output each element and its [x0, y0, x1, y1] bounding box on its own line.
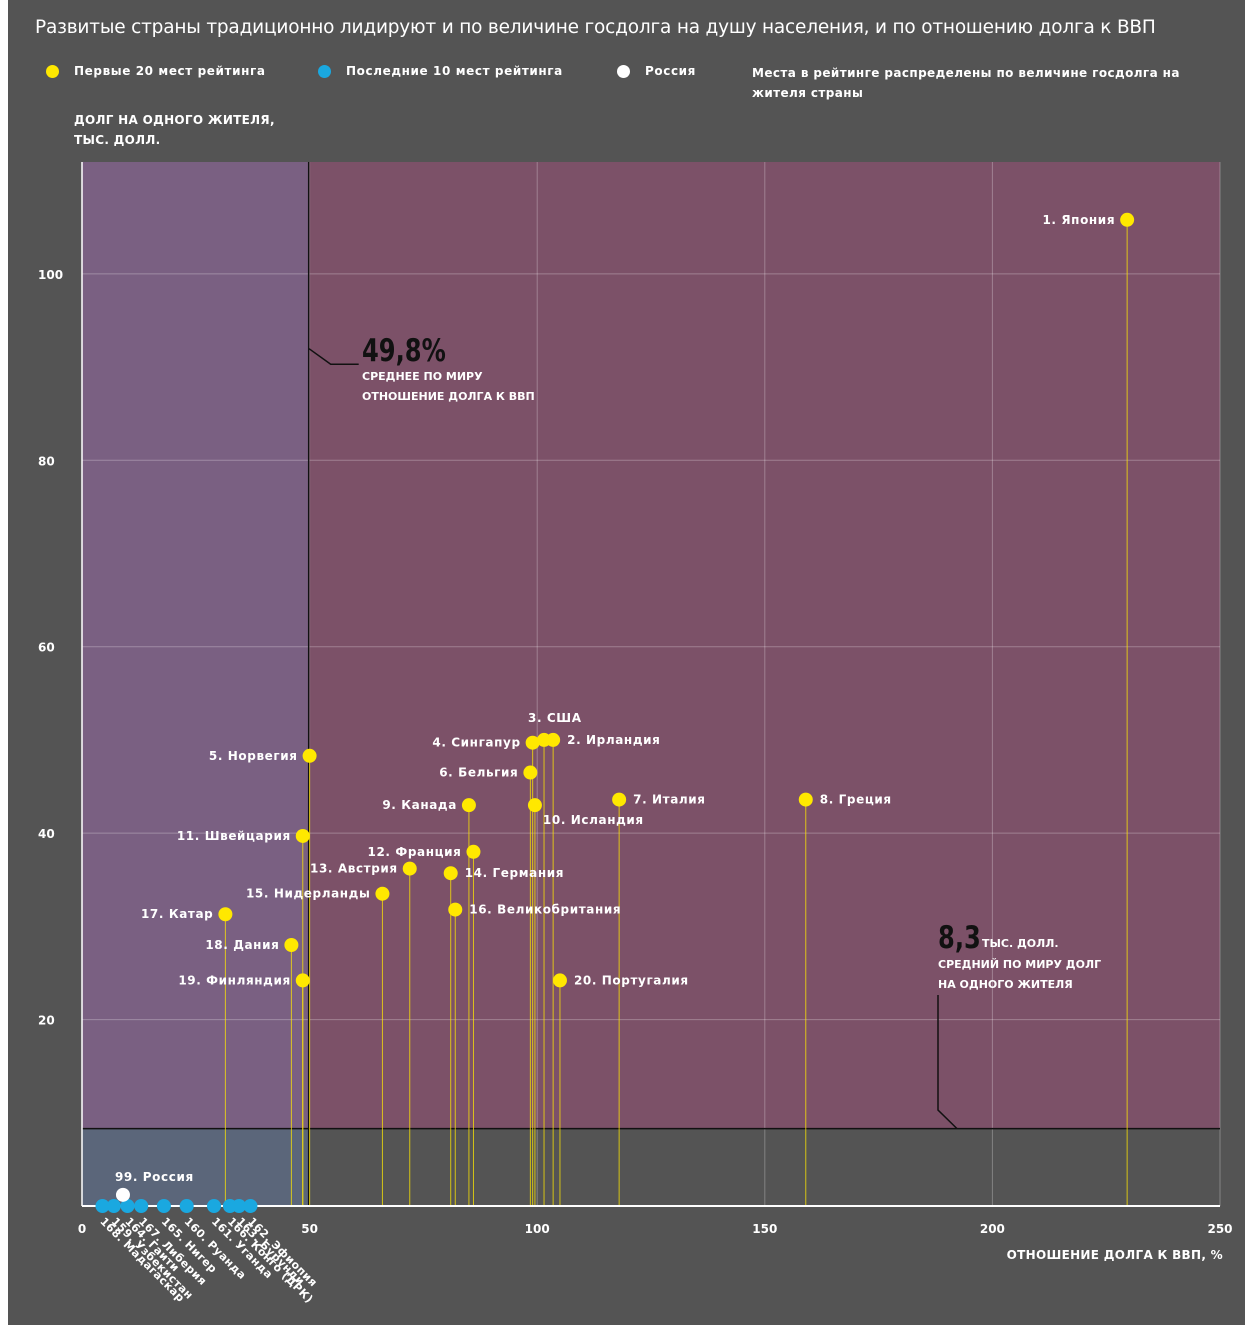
- point-Швейцария: [295, 828, 310, 843]
- point-Япония: [1120, 212, 1135, 227]
- x-tick-label: 50: [301, 1222, 318, 1236]
- point-Сингапур: [525, 735, 540, 750]
- point-label: 11. Швейцария: [177, 829, 291, 843]
- y-tick-label: 100: [38, 268, 63, 282]
- point-label: 19. Финляндия: [178, 973, 290, 987]
- reference-labels: 49,8% СРЕДНЕЕ ПО МИРУ ОТНОШЕНИЕ ДОЛГА К …: [362, 332, 1101, 991]
- x-tick-label: 100: [525, 1222, 550, 1236]
- point-label: 15. Нидерланды: [246, 887, 370, 901]
- point-Бурунди: [232, 1199, 247, 1213]
- point-label: 17. Катар: [141, 907, 213, 921]
- point-Греция: [798, 792, 813, 807]
- legend-note: Места в рейтинге распределены по величин…: [752, 66, 1180, 100]
- point-Бельгия: [523, 765, 538, 780]
- point-Дания: [284, 938, 299, 952]
- point-label: 20. Португалия: [574, 973, 689, 987]
- legend-top20-marker: [46, 65, 59, 78]
- avg-ratio-value: 49,8%: [362, 332, 446, 369]
- point-Исландия: [527, 798, 542, 813]
- y-tick-label: 60: [38, 641, 55, 655]
- point-Либерия: [134, 1199, 149, 1213]
- y-tick-label: 80: [38, 454, 55, 468]
- avg-ratio-text-2: ОТНОШЕНИЕ ДОЛГА К ВВП: [362, 390, 535, 403]
- avg-per-capita-value: 8,3: [938, 919, 981, 956]
- point-Норвегия: [302, 748, 317, 763]
- point-Португалия: [552, 973, 567, 988]
- point-label: 18. Дания: [205, 938, 279, 952]
- legend-russia-marker: [617, 65, 630, 78]
- reference-lines: [82, 162, 1220, 1206]
- point-Франция: [466, 844, 481, 859]
- point-label: 12. Франция: [368, 845, 462, 859]
- point-Великобритания: [448, 902, 463, 917]
- point-Катар: [218, 907, 233, 922]
- point-Уганда: [207, 1199, 222, 1213]
- point-Австрия: [402, 861, 417, 876]
- point-США: [537, 732, 552, 747]
- point-Руанда: [179, 1199, 194, 1213]
- point-label: 8. Греция: [820, 793, 892, 807]
- point-label: 10. Исландия: [543, 813, 644, 827]
- chart-title: Развитые страны традиционно лидируют и п…: [35, 17, 1156, 38]
- point-label: 3. США: [528, 711, 582, 725]
- y-tick-label: 20: [38, 1014, 55, 1028]
- legend-top20-label: Первые 20 мест рейтинга: [74, 64, 266, 78]
- point-label: 14. Германия: [465, 866, 564, 880]
- point-Нидерланды: [375, 886, 390, 901]
- point-Россия: [115, 1187, 130, 1202]
- x-tick-label: 0: [78, 1222, 86, 1236]
- avg-ratio-leader: [308, 347, 359, 366]
- x-axis-title: ОТНОШЕНИЕ ДОЛГА К ВВП, %: [1006, 1248, 1223, 1262]
- y-tick-label: 40: [38, 827, 55, 841]
- avg-ratio-text-1: СРЕДНЕЕ ПО МИРУ: [362, 370, 483, 383]
- avg-per-capita-unit: ТЫС. ДОЛЛ.: [982, 937, 1059, 950]
- point-label: 4. Сингапур: [432, 736, 520, 750]
- legend-russia-label: Россия: [645, 64, 696, 78]
- point-Италия: [612, 792, 627, 807]
- point-label: 16. Великобритания: [469, 903, 621, 917]
- avg-per-capita-leader: [937, 995, 958, 1130]
- legend-bottom10-marker: [318, 65, 331, 78]
- point-label: 2. Ирландия: [567, 733, 660, 747]
- point-label: 7. Италия: [633, 793, 705, 807]
- point-label: 9. Канада: [382, 798, 457, 812]
- point-Нигер: [156, 1199, 171, 1213]
- x-tick-label: 200: [980, 1222, 1005, 1236]
- region-below-avg-ratio: [82, 162, 309, 1129]
- avg-per-capita-text-1: СРЕДНИЙ ПО МИРУ ДОЛГ: [938, 958, 1101, 971]
- point-Гаити: [120, 1199, 135, 1213]
- avg-per-capita-text-2: НА ОДНОГО ЖИТЕЛЯ: [938, 978, 1073, 991]
- point-label: 1. Япония: [1042, 213, 1115, 227]
- point-Узбекистан: [106, 1199, 121, 1213]
- data-points: [95, 212, 1135, 1213]
- point-label: 5. Норвегия: [209, 749, 298, 763]
- x-tick-label: 250: [1207, 1222, 1232, 1236]
- point-Канада: [461, 798, 476, 813]
- point-Мадагаскар: [95, 1199, 110, 1213]
- point-label: 6. Бельгия: [439, 766, 518, 780]
- point-Эфиопия: [243, 1199, 258, 1213]
- x-tick-label: 150: [752, 1222, 777, 1236]
- point-label: 13. Австрия: [310, 862, 398, 876]
- y-axis-title: ДОЛГ НА ОДНОГО ЖИТЕЛЯ, ТЫС. ДОЛЛ.: [74, 113, 275, 147]
- axes: 20 40 60 80 100 0 50 100 150 200 250: [38, 162, 1233, 1236]
- point-Германия: [443, 866, 458, 881]
- point-label: 99. Россия: [115, 1170, 194, 1184]
- legend-bottom10-label: Последние 10 мест рейтинга: [346, 64, 563, 78]
- point-Финляндия: [295, 973, 310, 988]
